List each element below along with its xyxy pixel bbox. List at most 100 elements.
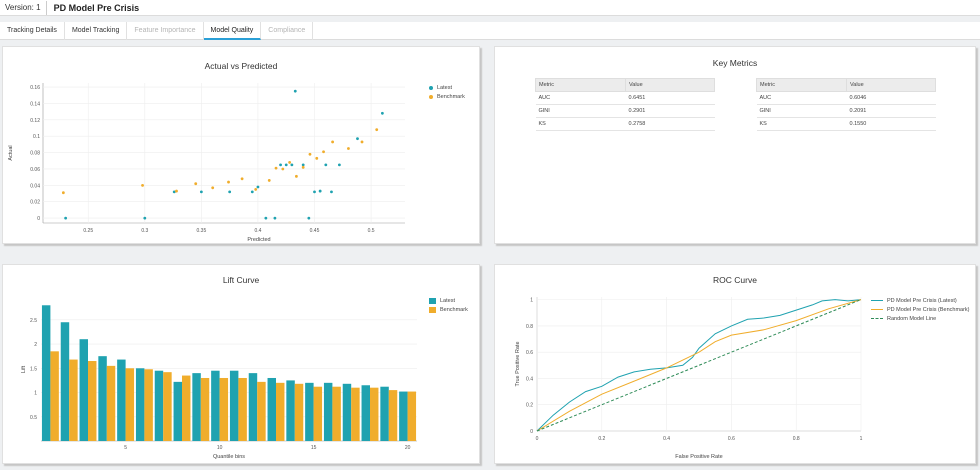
benchmark-point bbox=[347, 147, 350, 150]
legend-benchmark-label[interactable]: Benchmark bbox=[440, 306, 468, 313]
x-tick-label: 0.6 bbox=[728, 436, 735, 442]
x-tick-label: 1 bbox=[860, 436, 863, 442]
version-label[interactable]: Version: 1 bbox=[0, 0, 47, 15]
latest-bar bbox=[361, 385, 370, 441]
legend-benchmark-label[interactable]: PD Model Pre Crisis (Benchmark) bbox=[887, 306, 970, 313]
y-tick-label: 0.06 bbox=[30, 167, 40, 173]
y-tick-label: 0 bbox=[530, 429, 533, 435]
latest-bar bbox=[267, 377, 276, 441]
legend-latest-label[interactable]: Latest bbox=[437, 84, 452, 91]
x-axis-label: Quantile bins bbox=[213, 454, 245, 460]
y-tick-label: 2 bbox=[34, 342, 37, 348]
benchmark-point bbox=[254, 188, 258, 191]
roc-latest-line bbox=[536, 299, 862, 432]
latest-bar bbox=[154, 370, 164, 441]
metric-name: GINI bbox=[756, 104, 847, 118]
x-axis-label: Predicted bbox=[247, 237, 270, 243]
benchmark-bar bbox=[351, 387, 360, 441]
latest-bar bbox=[211, 370, 220, 441]
latest-bar bbox=[60, 322, 70, 441]
benchmark-bar bbox=[388, 390, 398, 441]
y-tick-label: 0.6 bbox=[526, 350, 533, 356]
scatter-legend: Latest Benchmark bbox=[429, 83, 465, 101]
legend-benchmark-marker bbox=[429, 94, 433, 99]
benchmark-point bbox=[194, 182, 198, 186]
benchmark-bar bbox=[407, 391, 417, 441]
benchmark-bar bbox=[370, 387, 379, 441]
lift-curve-chart: 0.5 1 1.5 2 2.5 5 10 15 20 Lift Quantile bins bbox=[21, 305, 417, 460]
x-tick-label: 0.4 bbox=[663, 436, 670, 442]
legend-benchmark-marker bbox=[429, 306, 436, 313]
x-tick-label: 20 bbox=[405, 445, 411, 451]
benchmark-bar bbox=[276, 382, 285, 441]
page-title: PD Model Pre Crisis bbox=[53, 2, 140, 13]
y-axis-label: Actual bbox=[8, 145, 14, 160]
y-tick-label: 1 bbox=[530, 298, 533, 304]
key-metrics-panel: Key Metrics Metric Value AUC 0.6451 GINI 0.… bbox=[494, 46, 976, 244]
benchmark-bar bbox=[294, 383, 304, 441]
latest-bar bbox=[173, 381, 182, 441]
x-tick-label: 0.5 bbox=[368, 228, 375, 234]
y-tick-label: 0.16 bbox=[30, 85, 40, 91]
metric-name: AUC bbox=[535, 91, 626, 105]
y-tick-label: 0.5 bbox=[30, 415, 37, 421]
y-tick-label: 0 bbox=[37, 216, 40, 222]
legend-latest-label[interactable]: Latest bbox=[440, 297, 455, 304]
benchmark-bar bbox=[163, 372, 172, 441]
latest-point bbox=[301, 163, 305, 167]
latest-point bbox=[273, 216, 277, 220]
table-header: Value bbox=[625, 78, 715, 92]
roc-curve-chart: 0 0.2 0.4 0.6 0.8 1 0 0.2 0.4 0.6 0.8 1 True Positiv… bbox=[515, 297, 863, 460]
benchmark-point bbox=[322, 150, 325, 154]
legend-benchmark-label[interactable]: Benchmark bbox=[437, 93, 465, 100]
roc-benchmark-line bbox=[536, 299, 862, 432]
table-row: KS 0.1550 bbox=[756, 117, 936, 131]
benchmark-bar bbox=[238, 377, 247, 441]
latest-bar bbox=[380, 386, 389, 441]
x-tick-label: 0.4 bbox=[254, 228, 261, 234]
legend-random-label[interactable]: Random Model Line bbox=[887, 315, 937, 322]
benchmark-point bbox=[274, 166, 278, 170]
legend-latest-label[interactable]: PD Model Pre Crisis (Latest) bbox=[887, 297, 957, 304]
benchmark-bar bbox=[219, 377, 229, 441]
y-tick-label: 0.08 bbox=[30, 151, 40, 157]
latest-point bbox=[290, 163, 294, 167]
metric-name: GINI bbox=[535, 104, 626, 118]
benchmark-bar bbox=[69, 359, 78, 441]
benchmark-point bbox=[301, 165, 305, 169]
legend-latest-marker bbox=[429, 297, 436, 304]
latest-point bbox=[228, 190, 232, 194]
benchmark-point bbox=[267, 179, 271, 182]
latest-point bbox=[256, 185, 260, 189]
roc-legend: PD Model Pre Crisis (Latest) PD Model Pr… bbox=[871, 296, 970, 323]
latest-bar bbox=[192, 373, 201, 441]
benchmark-point bbox=[308, 152, 312, 156]
tab-model-tracking[interactable]: Model Tracking bbox=[65, 22, 128, 40]
tab-feature-importance[interactable]: Feature Importance bbox=[127, 22, 204, 40]
metric-value: 0.6451 bbox=[625, 91, 715, 105]
metric-value: 0.2758 bbox=[625, 117, 715, 131]
benchmark-bar bbox=[182, 375, 191, 441]
tab-tracking-details[interactable]: Tracking Details bbox=[0, 22, 65, 40]
x-tick-label: 0.2 bbox=[598, 436, 605, 442]
latest-point bbox=[318, 189, 322, 193]
actual-vs-predicted-chart: 0 0.02 0.04 0.06 0.08 0.1 0.12 0.14 0.16 0.25 0.3 0… bbox=[8, 83, 405, 243]
y-axis-label: True Positive Rate bbox=[515, 341, 521, 386]
table-row: AUC 0.6451 bbox=[535, 91, 715, 105]
metric-name: KS bbox=[756, 117, 847, 131]
metric-name: AUC bbox=[756, 91, 847, 105]
benchmark-bar bbox=[257, 381, 266, 441]
table-row: GINI 0.2091 bbox=[756, 104, 936, 118]
benchmark-point bbox=[331, 140, 334, 144]
tab-compliance[interactable]: Compliance bbox=[261, 22, 314, 40]
x-tick-label: 10 bbox=[217, 445, 223, 451]
benchmark-point bbox=[141, 183, 144, 187]
latest-point bbox=[64, 216, 68, 220]
tab-model-quality[interactable]: Model Quality bbox=[203, 22, 262, 40]
x-tick-label: 0.3 bbox=[141, 228, 148, 234]
metric-value: 0.2901 bbox=[625, 104, 715, 118]
latest-point bbox=[337, 163, 341, 167]
y-tick-label: 0.8 bbox=[526, 324, 533, 330]
actual-vs-predicted-panel: Actual vs Predicted 0 0.02 0.04 0.06 0.08 0.1… bbox=[2, 46, 480, 244]
legend-latest-marker bbox=[429, 85, 433, 90]
